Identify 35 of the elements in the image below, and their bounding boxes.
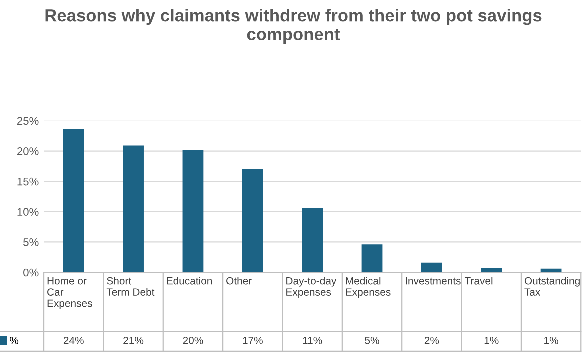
y-tick-label: 10% [18, 208, 39, 216]
x-tick-label: Outstanding Tax [524, 277, 580, 296]
data-label: 21% [124, 336, 144, 344]
data-label: 1% [484, 337, 499, 344]
data-label: 1% [544, 337, 558, 344]
y-tick-label: 20% [17, 148, 39, 156]
data-label: 24% [64, 336, 84, 344]
x-tick-label: Education [167, 277, 212, 285]
data-label: 17% [243, 337, 263, 344]
chart-title: Reasons why claimants withdrew from their two pot savings component [46, 9, 542, 44]
data-label: 5% [365, 337, 380, 344]
y-tick-label: 5% [24, 238, 39, 246]
y-tick-label: 0% [24, 268, 39, 277]
x-tick-label: Medical Expenses [346, 277, 391, 298]
bar [63, 129, 84, 273]
bar [302, 208, 324, 273]
bar [421, 262, 442, 273]
legend-label: % [10, 337, 19, 344]
bar [242, 169, 264, 273]
data-label: 2% [424, 336, 440, 344]
data-label: 20% [183, 336, 204, 344]
bar [123, 146, 144, 273]
bar [540, 268, 562, 273]
x-tick-label: Investments [406, 277, 461, 285]
bar [182, 150, 204, 273]
x-tick-label: Other [226, 277, 252, 285]
x-tick-label: Home or Car Expenses [48, 277, 92, 310]
bar [481, 268, 502, 273]
x-tick-label: Travel [464, 277, 493, 285]
data-label: 11% [303, 337, 322, 344]
y-tick-label: 15% [18, 178, 39, 186]
y-tick-label: 25% [17, 117, 39, 126]
x-tick-label: Short Term Debt [106, 277, 155, 296]
x-tick-label: Day-to-day Expenses [286, 277, 337, 298]
bar [362, 244, 383, 273]
